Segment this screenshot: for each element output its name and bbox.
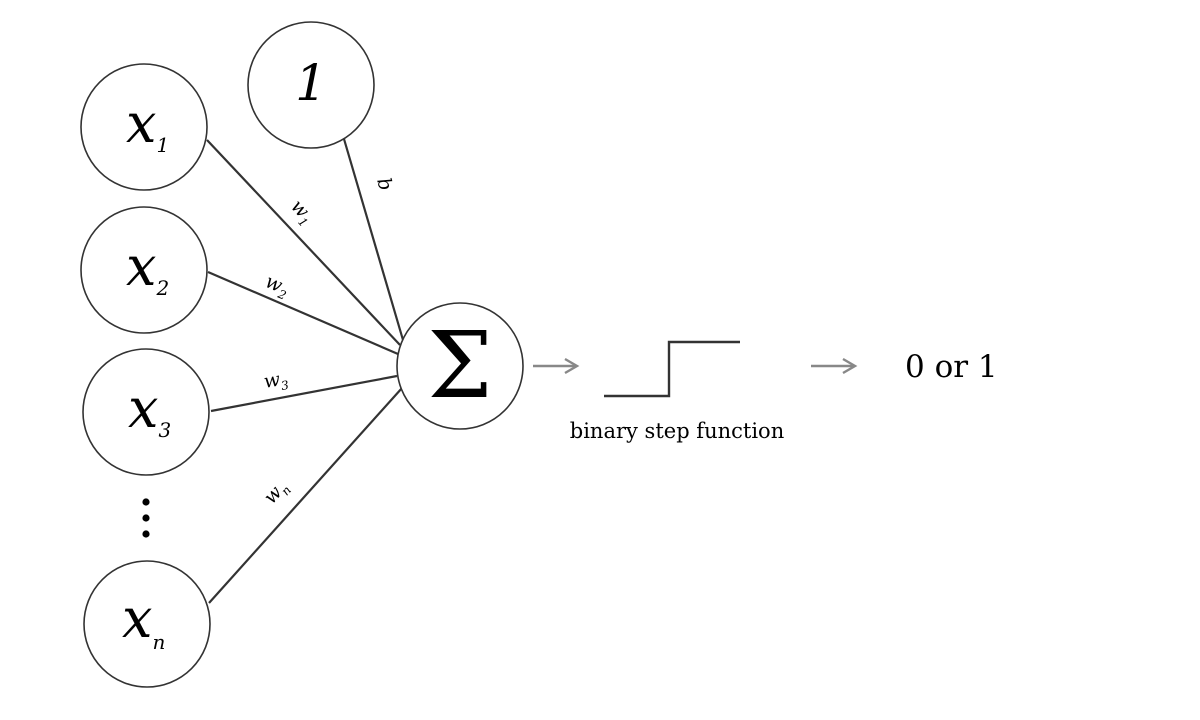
sum-symbol: Σ bbox=[427, 312, 492, 419]
weight-label-n: wn bbox=[259, 476, 294, 511]
bias-value: 1 bbox=[295, 54, 327, 112]
ellipsis-icon bbox=[142, 498, 149, 537]
edge-bias-sum bbox=[344, 139, 403, 340]
arrow-right-icon-2 bbox=[811, 359, 855, 373]
activation-label: binary step function bbox=[570, 419, 784, 443]
weight-label-3: w3 bbox=[262, 367, 290, 396]
binary-step-graph bbox=[604, 342, 740, 396]
arrow-right-icon-1 bbox=[533, 359, 577, 373]
bias-label: b bbox=[372, 175, 397, 193]
weight-label-1: w1 bbox=[284, 195, 319, 230]
output-label: 0 or 1 bbox=[905, 349, 998, 385]
edge-x3-sum bbox=[211, 376, 397, 411]
edge-xn-sum bbox=[209, 388, 402, 603]
